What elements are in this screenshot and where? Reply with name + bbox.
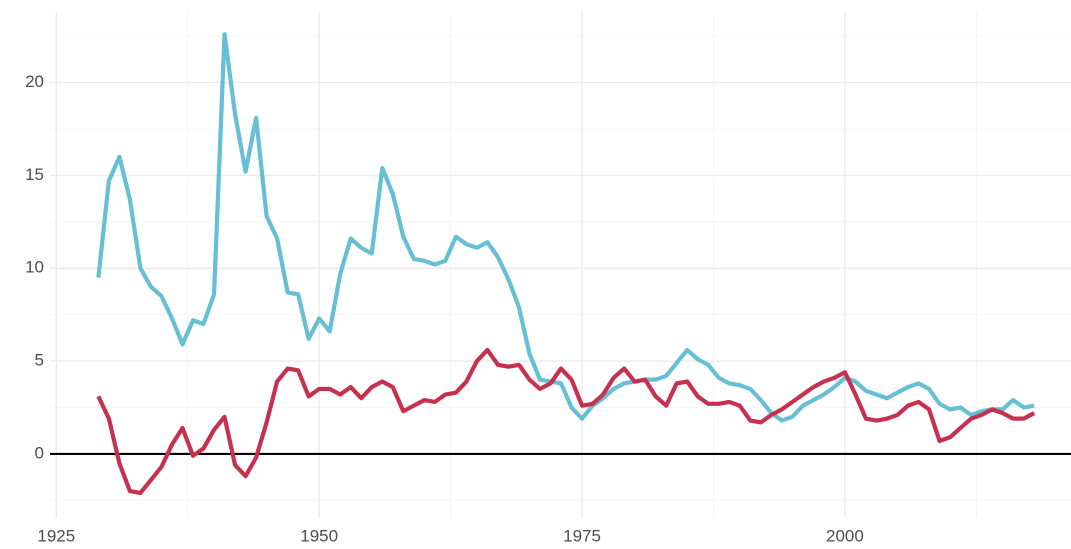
y-tick-label: 0: [35, 443, 44, 462]
y-tick-label: 10: [25, 258, 44, 277]
x-tick-label: 2000: [826, 526, 864, 545]
y-tick-label: 5: [35, 351, 44, 370]
x-tick-label: 1925: [37, 526, 75, 545]
x-tick-label: 1950: [300, 526, 338, 545]
y-tick-label: 15: [25, 165, 44, 184]
series-line: [96, 347, 1036, 496]
x-tick-label: 1975: [563, 526, 601, 545]
y-tick-label: 20: [25, 72, 44, 91]
series-line: [96, 32, 1035, 423]
